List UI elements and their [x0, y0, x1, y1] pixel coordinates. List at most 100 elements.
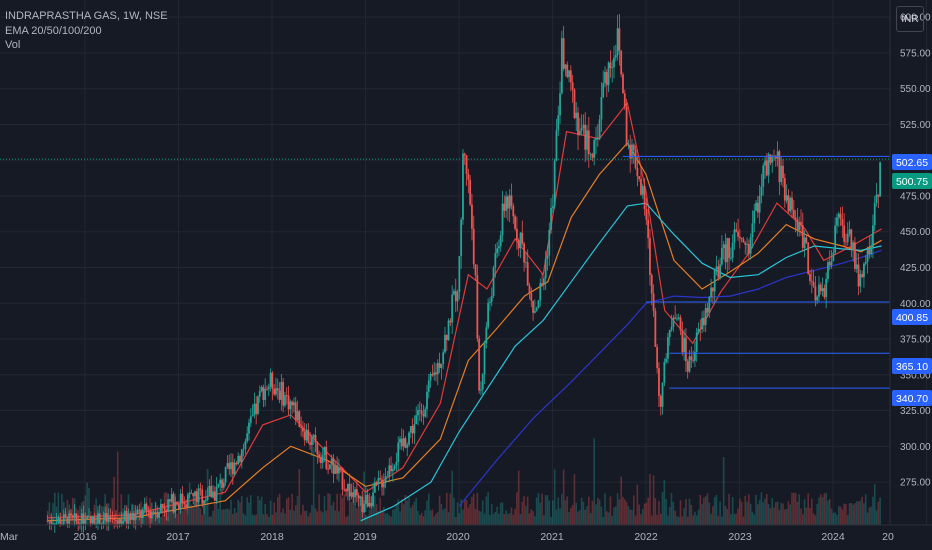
- volume-bar: [584, 509, 587, 525]
- candle-body: [573, 89, 576, 119]
- candle-body: [327, 468, 329, 470]
- volume-bars: [46, 438, 881, 525]
- candle-body: [451, 294, 454, 323]
- candle-body: [390, 465, 392, 472]
- candle-body: [167, 499, 169, 512]
- candle-body: [435, 372, 437, 375]
- candle-body: [133, 513, 135, 521]
- volume-bar: [240, 495, 243, 525]
- candle-body: [104, 513, 107, 521]
- volume-bar: [614, 506, 617, 525]
- candle-body: [722, 244, 725, 248]
- price-tick-label: 550.00: [900, 84, 931, 95]
- candle-body: [605, 71, 608, 86]
- ema-indicator-label[interactable]: EMA 20/50/100/200: [5, 24, 102, 37]
- candle-body: [134, 513, 137, 521]
- volume-bar: [228, 509, 231, 525]
- volume-bar: [208, 516, 211, 525]
- candle-body: [244, 441, 247, 450]
- candle-body: [818, 284, 820, 297]
- candle-body: [668, 330, 671, 338]
- candle-body: [150, 511, 153, 519]
- candle-body: [354, 489, 356, 498]
- candle-body: [550, 207, 552, 230]
- price-tick-label: 575.00: [900, 48, 931, 59]
- candle-body: [850, 229, 853, 251]
- candle-body: [555, 130, 558, 161]
- symbol-title[interactable]: INDRAPRASTHA GAS, 1W, NSE: [5, 10, 168, 22]
- volume-bar: [631, 509, 633, 525]
- volume-bar: [550, 516, 552, 525]
- candle-body: [728, 238, 730, 259]
- candle-body: [95, 523, 98, 525]
- volume-bar: [192, 506, 195, 525]
- candle-body: [426, 391, 428, 410]
- volume-bar: [825, 492, 827, 525]
- candle-body: [397, 442, 400, 462]
- candle-body: [271, 372, 274, 389]
- volume-bar: [169, 507, 171, 525]
- volume-bar: [61, 493, 63, 525]
- volume-bar: [697, 509, 700, 525]
- volume-bar: [836, 514, 838, 525]
- candle-body: [737, 231, 739, 237]
- volume-bar: [449, 493, 452, 525]
- candle-body: [172, 494, 175, 513]
- price-tag-badge: [892, 390, 932, 406]
- currency-button[interactable]: INR: [896, 6, 924, 32]
- volume-bar: [586, 506, 588, 525]
- candle-body: [70, 513, 72, 516]
- candle-body: [66, 516, 69, 524]
- volume-bar: [485, 496, 488, 525]
- candle-body: [861, 274, 864, 278]
- time-tick-label: 2018: [260, 531, 284, 543]
- candle-body: [476, 275, 479, 339]
- candle-body: [507, 196, 509, 209]
- volume-bar: [582, 502, 585, 525]
- volume-bar: [356, 508, 358, 525]
- volume-indicator-label[interactable]: Vol: [5, 39, 21, 51]
- candle-body: [492, 267, 495, 297]
- volume-bar: [343, 494, 346, 525]
- volume-bar: [683, 508, 685, 525]
- volume-bar: [377, 511, 380, 525]
- candle-body: [636, 167, 639, 177]
- candle-body: [559, 93, 561, 116]
- candle-body: [366, 494, 369, 507]
- candle-body: [532, 300, 534, 313]
- candle-body: [124, 510, 126, 521]
- candle-body: [546, 255, 549, 259]
- candle-body: [314, 435, 317, 443]
- candle-body: [97, 513, 99, 524]
- volume-bar: [246, 497, 248, 525]
- volume-bar: [841, 509, 844, 525]
- candle-body: [769, 154, 772, 163]
- candle-body: [751, 223, 754, 238]
- volume-bar: [780, 503, 783, 525]
- volume-bar: [113, 476, 115, 525]
- candle-body: [415, 415, 418, 425]
- volume-bar: [411, 504, 414, 525]
- candle-body: [533, 310, 536, 313]
- volume-bar: [472, 493, 475, 525]
- volume-bar: [413, 501, 416, 525]
- volume-bar: [548, 500, 551, 525]
- volume-bar: [573, 474, 576, 525]
- candle-body: [217, 483, 220, 487]
- candle-body: [116, 520, 119, 524]
- volume-bar: [546, 495, 549, 525]
- volume-bar: [606, 511, 608, 525]
- candle-body: [584, 124, 587, 150]
- volume-bar: [632, 495, 635, 525]
- volume-bar: [710, 513, 712, 525]
- candle-body: [111, 517, 114, 520]
- volume-bar: [517, 470, 520, 525]
- candle-body: [634, 149, 637, 168]
- volume-bar: [474, 509, 477, 525]
- volume-bar: [819, 494, 822, 525]
- candle-body: [598, 119, 601, 140]
- volume-bar: [338, 511, 340, 525]
- candle-body: [517, 240, 520, 249]
- candle-body: [213, 491, 216, 501]
